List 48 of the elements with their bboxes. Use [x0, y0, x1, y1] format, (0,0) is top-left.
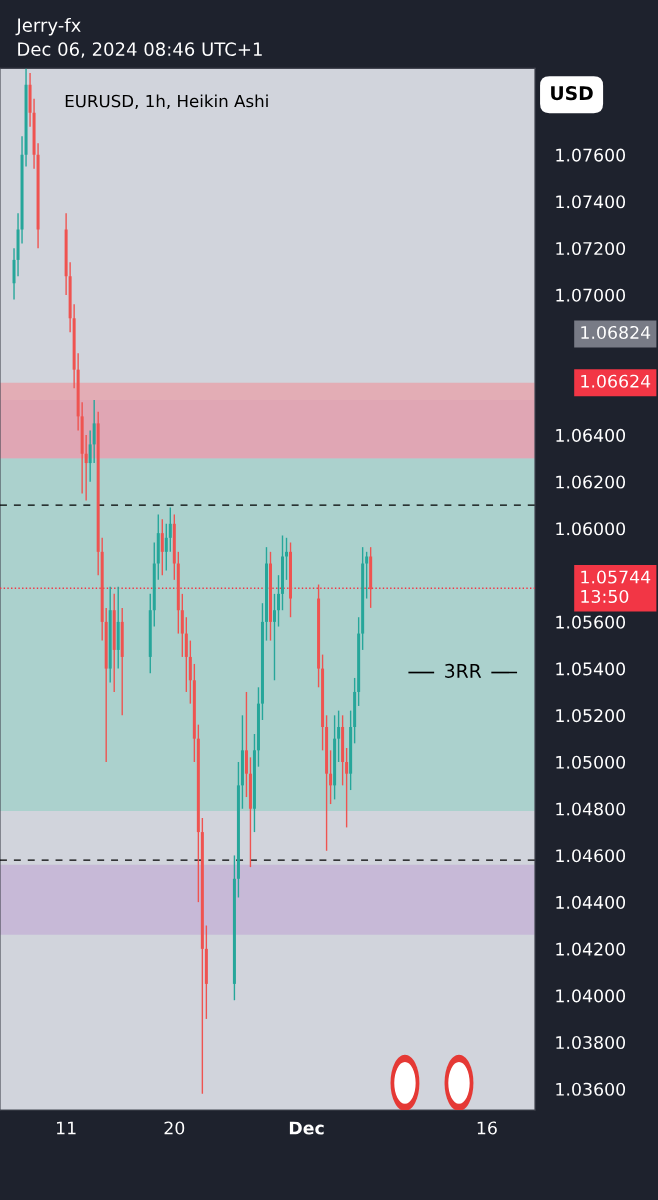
y-axis-title: USD	[551, 86, 593, 101]
y-tick-label: 1.04200	[556, 942, 626, 956]
y-tick-label: 1.06400	[556, 428, 626, 442]
candlestick	[345, 747, 349, 829]
y-tick-label: 1.05600	[556, 615, 626, 629]
y-tick-label: 1.03800	[556, 1035, 626, 1050]
candlestick	[180, 593, 184, 658]
y-tick-label: 1.04600	[556, 849, 626, 863]
annotation: EURUSD, 1h, Heikin Ashi	[65, 94, 268, 110]
text: 1.06824	[581, 325, 651, 340]
candlestick	[188, 639, 192, 705]
ref-line-label: 1.05744 13:50	[581, 570, 651, 604]
candlestick	[329, 749, 333, 805]
x-tick-label: 11	[56, 1121, 76, 1135]
chart-title: Jerry-fx	[15, 18, 81, 36]
candlestick	[268, 551, 272, 642]
candlestick	[272, 593, 276, 681]
chart-subtitle: Dec 06, 2024 08:46 UTC+1	[18, 42, 262, 58]
candlestick	[337, 709, 341, 763]
annotation: 3RR	[445, 663, 482, 678]
candlestick	[168, 506, 172, 553]
y-tick-label: 1.04800	[556, 802, 626, 816]
candlestick	[184, 616, 188, 693]
y-tick-label: 1.07200	[556, 241, 626, 256]
candlestick	[365, 551, 369, 600]
y-tick-label: 1.05200	[556, 709, 626, 723]
y-tick-label: 1.05400	[556, 662, 626, 676]
y-tick-label: 1.04000	[556, 989, 626, 1003]
band-label: 1.06624	[581, 374, 651, 388]
y-tick-label: 1.04400	[556, 895, 626, 909]
candlestick	[244, 691, 248, 798]
candlestick	[281, 534, 285, 611]
candlestick	[160, 518, 164, 576]
y-tick-label: 1.06200	[556, 475, 626, 489]
y-tick-label: 1.07000	[556, 288, 626, 302]
candlestick	[289, 541, 293, 618]
y-tick-label: 1.07400	[556, 195, 626, 209]
candlestick	[285, 537, 289, 581]
y-tick-label: 1.03600	[556, 1082, 626, 1096]
x-tick-label: 20	[164, 1121, 185, 1135]
candlestick	[164, 523, 168, 572]
candlestick	[276, 574, 280, 628]
x-tick-label: 16	[477, 1121, 497, 1135]
y-tick-label: 1.05000	[556, 755, 626, 769]
y-tick-label: 1.06000	[556, 522, 626, 536]
candlestick	[92, 399, 96, 464]
x-tick-label: Dec	[289, 1121, 324, 1135]
y-tick-label: 1.07600	[556, 148, 626, 162]
